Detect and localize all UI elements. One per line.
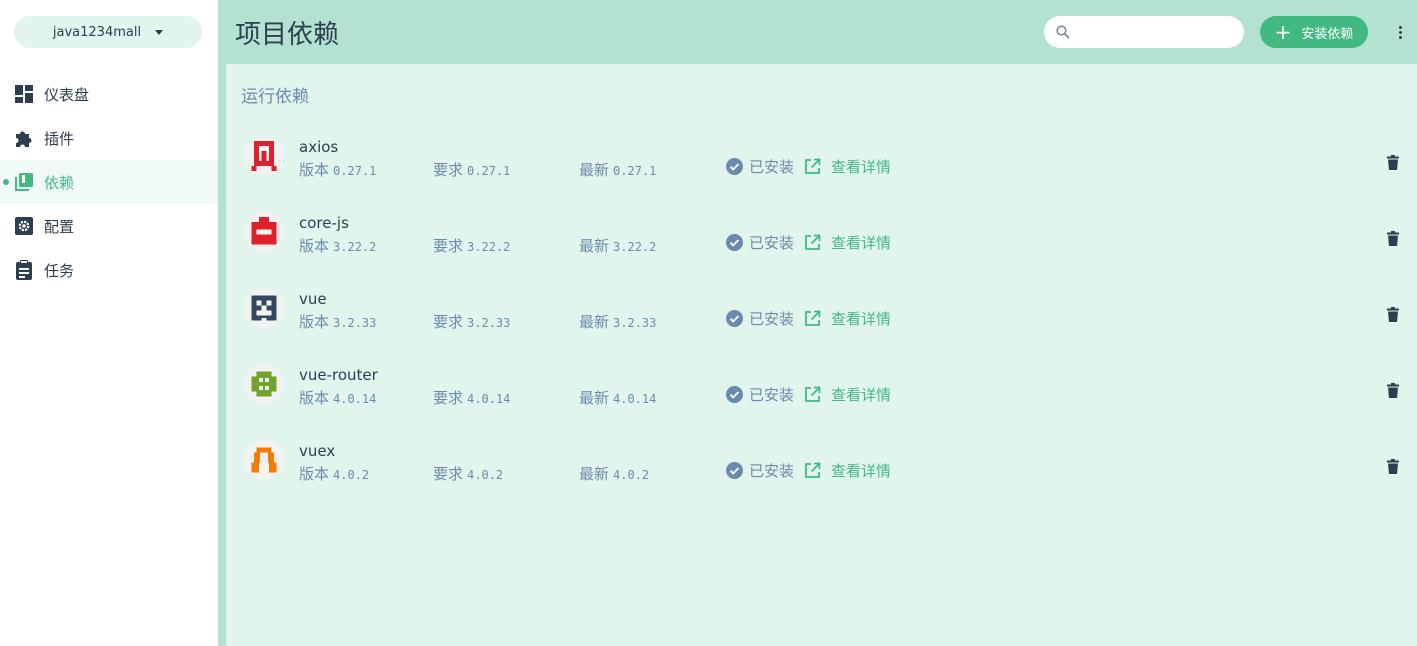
- sidebar-item-label: 插件: [44, 129, 75, 148]
- external-link-icon: [805, 234, 821, 250]
- external-link-icon: [805, 158, 821, 174]
- external-link-icon: [805, 462, 821, 478]
- dependency-latest: 最新 4.0.14: [579, 389, 657, 407]
- installed-status: 已安装: [726, 460, 794, 481]
- sidebar-item-label: 任务: [44, 261, 75, 280]
- project-selector[interactable]: java1234mall: [14, 16, 202, 48]
- check-circle-icon: [726, 234, 743, 251]
- view-details-link[interactable]: 查看详情: [804, 384, 891, 405]
- sidebar-item-label: 依赖: [44, 173, 75, 192]
- sidebar-divider: [218, 0, 226, 646]
- dependency-version: 版本 3.2.33: [299, 313, 377, 331]
- active-indicator: [3, 179, 9, 185]
- dependency-avatar: [244, 288, 284, 328]
- sidebar-item-dashboard[interactable]: 仪表盘: [0, 72, 218, 116]
- dependency-wanted: 要求 4.0.14: [433, 389, 511, 407]
- dependency-wanted: 要求 3.22.2: [433, 237, 511, 255]
- puzzle-icon: [14, 128, 34, 148]
- sidebar-item-label: 仪表盘: [44, 85, 90, 104]
- dependency-version: 版本 3.22.2: [299, 237, 377, 255]
- delete-button[interactable]: [1384, 380, 1402, 400]
- project-name: java1234mall: [52, 24, 142, 40]
- library-icon: [14, 172, 34, 192]
- dependency-latest: 最新 0.27.1: [579, 161, 657, 179]
- dependency-wanted: 要求 3.2.33: [433, 313, 511, 331]
- dependency-wanted: 要求 0.27.1: [433, 161, 511, 179]
- dependency-row: vue 版本 3.2.33 要求 3.2.33 最新 3.2.33 已安装 查看详情: [226, 280, 1417, 356]
- sidebar-nav: 仪表盘 插件 依赖 配置 任务: [0, 72, 218, 292]
- dependency-name: core-js: [299, 214, 349, 232]
- delete-button[interactable]: [1384, 456, 1402, 476]
- more-dot: [1398, 35, 1402, 39]
- dependency-name: vue: [299, 290, 327, 308]
- section-title: 运行依赖: [241, 87, 309, 107]
- install-dependency-label: 安装依赖: [1301, 26, 1354, 42]
- sidebar-item-plugins[interactable]: 插件: [0, 116, 218, 160]
- sidebar: java1234mall 仪表盘 插件 依赖 配置: [0, 0, 218, 646]
- trash-icon: [1387, 230, 1399, 246]
- main-content: 运行依赖 axios 版本 0.27.1 要求 0.27.1 最新 0.27.1 已安…: [226, 64, 1417, 646]
- dependency-avatar: [244, 212, 284, 252]
- delete-button[interactable]: [1384, 304, 1402, 324]
- trash-icon: [1387, 382, 1399, 398]
- sidebar-item-label: 配置: [44, 217, 75, 236]
- view-details-link[interactable]: 查看详情: [804, 156, 891, 177]
- view-details-link[interactable]: 查看详情: [804, 460, 891, 481]
- caret-down-icon: [155, 29, 164, 35]
- sidebar-item-config[interactable]: 配置: [0, 204, 218, 248]
- check-circle-icon: [726, 462, 743, 479]
- more-menu-button[interactable]: [1390, 20, 1410, 44]
- dependency-avatar: [244, 364, 284, 404]
- dependency-row: vue-router 版本 4.0.14 要求 4.0.14 最新 4.0.14 已安…: [226, 356, 1417, 432]
- more-dot: [1398, 30, 1402, 34]
- dependency-latest: 最新 3.2.33: [579, 313, 657, 331]
- dependency-name: vue-router: [299, 366, 378, 384]
- dependency-row: vuex 版本 4.0.2 要求 4.0.2 最新 4.0.2 已安装 查看详情: [226, 432, 1417, 508]
- delete-button[interactable]: [1384, 228, 1402, 248]
- view-details-link[interactable]: 查看详情: [804, 308, 891, 329]
- external-link-icon: [805, 310, 821, 326]
- external-link-icon: [805, 386, 821, 402]
- plus-icon: +: [1274, 20, 1292, 44]
- dependency-avatar: [244, 136, 284, 176]
- trash-icon: [1387, 458, 1399, 474]
- dependency-wanted: 要求 4.0.2: [433, 465, 504, 483]
- installed-status: 已安装: [726, 156, 794, 177]
- dependency-row: axios 版本 0.27.1 要求 0.27.1 最新 0.27.1 已安装 查看详…: [226, 128, 1417, 204]
- dependency-list: axios 版本 0.27.1 要求 0.27.1 最新 0.27.1 已安装 查看详…: [226, 128, 1417, 508]
- installed-status: 已安装: [726, 384, 794, 405]
- search-box[interactable]: [1044, 16, 1244, 48]
- dependency-version: 版本 0.27.1: [299, 161, 377, 179]
- installed-status: 已安装: [726, 232, 794, 253]
- installed-status: 已安装: [726, 308, 794, 329]
- trash-icon: [1387, 154, 1399, 170]
- clipboard-icon: [14, 260, 34, 280]
- dependency-name: vuex: [299, 442, 336, 460]
- check-circle-icon: [726, 310, 743, 327]
- sidebar-item-dependencies[interactable]: 依赖: [0, 160, 218, 204]
- install-dependency-button[interactable]: + 安装依赖: [1260, 16, 1368, 48]
- dependency-name: axios: [299, 138, 339, 156]
- check-circle-icon: [726, 158, 743, 175]
- trash-icon: [1387, 306, 1399, 322]
- page-title: 项目依赖: [235, 20, 340, 50]
- dependency-latest: 最新 4.0.2: [579, 465, 650, 483]
- more-dot: [1398, 25, 1402, 29]
- check-circle-icon: [726, 386, 743, 403]
- dependency-latest: 最新 3.22.2: [579, 237, 657, 255]
- search-icon: [1056, 25, 1070, 39]
- dashboard-icon: [14, 84, 34, 104]
- search-input[interactable]: [1078, 18, 1238, 46]
- view-details-link[interactable]: 查看详情: [804, 232, 891, 253]
- dependency-version: 版本 4.0.2: [299, 465, 370, 483]
- sidebar-item-tasks[interactable]: 任务: [0, 248, 218, 292]
- dependency-row: core-js 版本 3.22.2 要求 3.22.2 最新 3.22.2 已安装 查…: [226, 204, 1417, 280]
- header-bar: 项目依赖 + 安装依赖: [226, 0, 1417, 64]
- dependency-avatar: [244, 440, 284, 480]
- dependency-version: 版本 4.0.14: [299, 389, 377, 407]
- gear-icon: [14, 216, 34, 236]
- delete-button[interactable]: [1384, 152, 1402, 172]
